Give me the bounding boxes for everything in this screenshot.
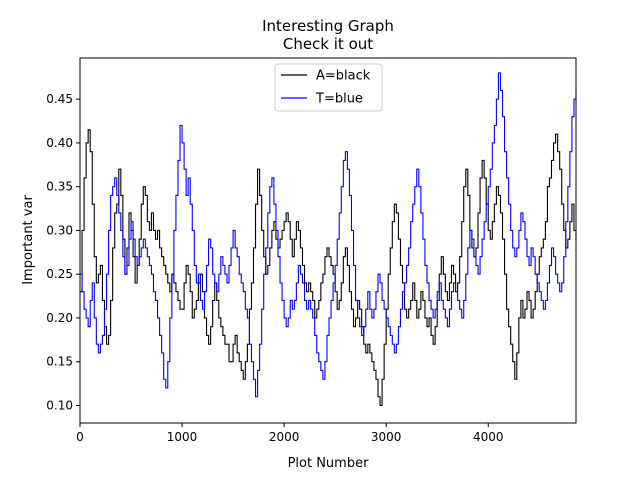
y-axis: 0.10 0.15 0.20 0.25 0.30 0.35 0.40 0.45 — [46, 92, 80, 412]
y-tick-label: 0.40 — [46, 136, 73, 150]
plot-frame — [79, 57, 577, 424]
x-axis: 0 1000 2000 3000 4000 — [76, 423, 504, 444]
legend-label-a: A=black — [316, 69, 371, 84]
x-tick-label: 0 — [76, 430, 84, 444]
chart-title: Interesting Graph — [262, 17, 394, 35]
x-axis-label: Plot Number — [288, 456, 370, 471]
series-line-t — [80, 72, 577, 398]
x-tick-label: 1000 — [167, 430, 198, 444]
x-tick-label: 4000 — [473, 430, 504, 444]
y-axis-label: Important var — [21, 195, 36, 285]
chart-subtitle: Check it out — [282, 35, 374, 53]
y-tick-label: 0.35 — [46, 180, 73, 194]
legend-label-t: T=blue — [315, 92, 363, 107]
x-tick-label: 3000 — [371, 430, 402, 444]
y-tick-label: 0.30 — [46, 223, 73, 237]
y-tick-label: 0.25 — [46, 267, 73, 281]
series-line-a — [80, 129, 577, 407]
legend-box — [274, 63, 383, 112]
series-layer — [80, 72, 577, 407]
x-tick-label: 2000 — [269, 430, 300, 444]
legend: A=black T=blue — [274, 63, 383, 112]
y-tick-label: 0.10 — [46, 398, 73, 412]
y-tick-label: 0.15 — [46, 355, 73, 369]
y-tick-label: 0.45 — [46, 92, 73, 106]
y-tick-label: 0.20 — [46, 311, 73, 325]
